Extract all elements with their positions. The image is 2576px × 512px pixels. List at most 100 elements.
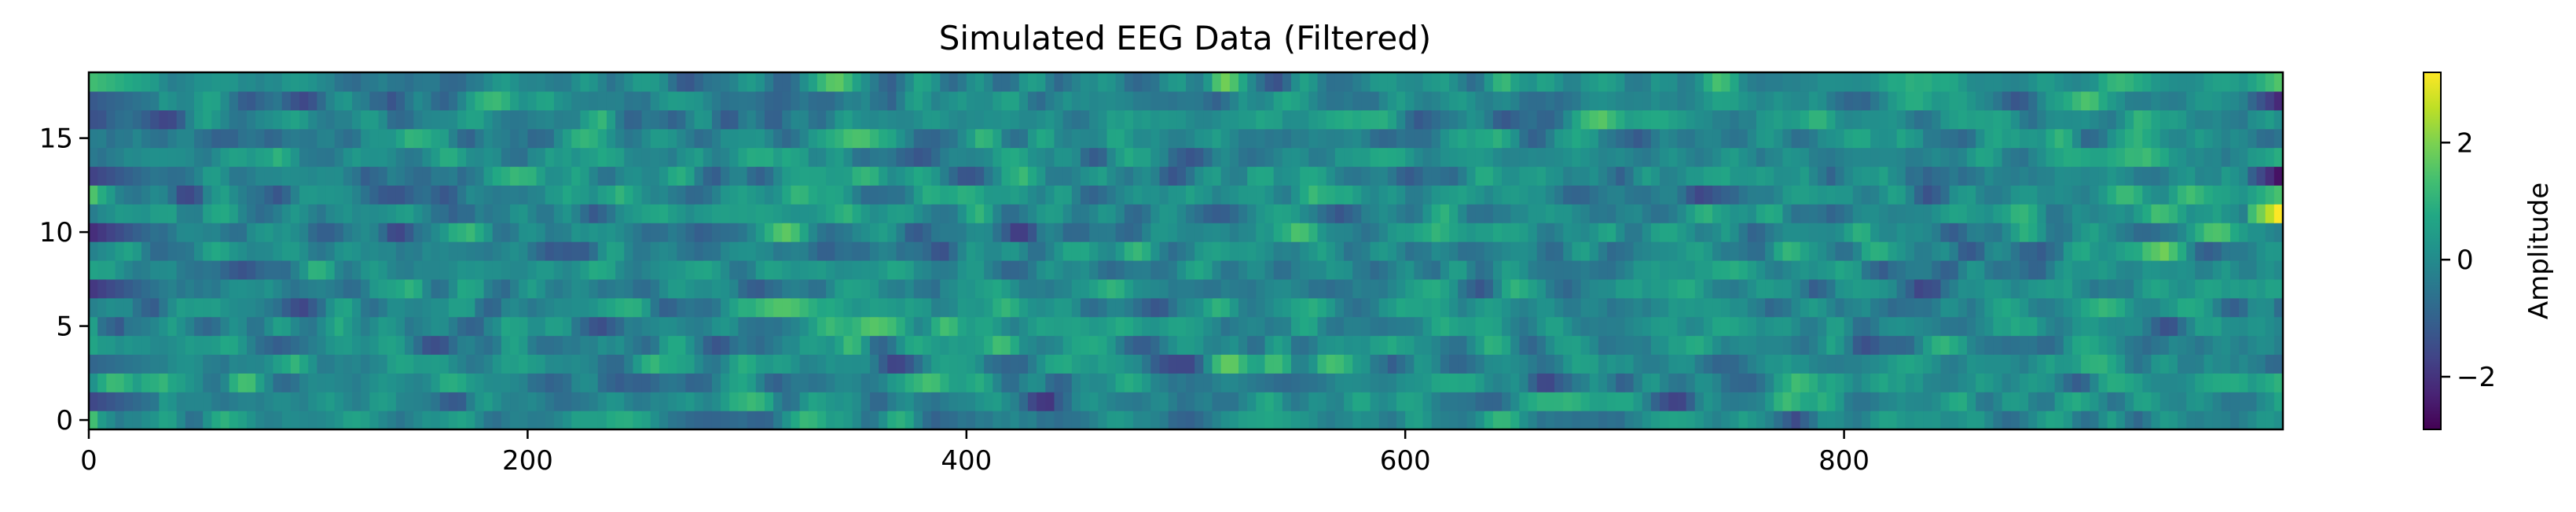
heatmap-cell <box>1712 72 1722 92</box>
heatmap-cell <box>1422 241 1433 261</box>
heatmap-cell <box>1782 260 1793 280</box>
heatmap-cell <box>791 109 801 130</box>
heatmap-cell <box>369 354 380 374</box>
heatmap-cell <box>2248 411 2258 430</box>
heatmap-cell <box>1747 147 1757 168</box>
heatmap-cell <box>1001 335 1011 355</box>
heatmap-cell <box>1730 72 1740 92</box>
heatmap-cell <box>1616 260 1625 280</box>
heatmap-cell <box>1062 411 1073 430</box>
heatmap-cell <box>966 204 976 223</box>
heatmap-cell <box>887 260 897 280</box>
heatmap-cell <box>1089 72 1099 92</box>
heatmap-cell <box>422 335 432 355</box>
heatmap-cell <box>1220 297 1231 318</box>
heatmap-cell <box>1132 297 1143 318</box>
heatmap-cell <box>211 223 222 242</box>
heatmap-cell <box>1756 278 1766 299</box>
heatmap-cell <box>325 204 336 223</box>
heatmap-cell <box>1344 223 1353 242</box>
heatmap-cell <box>2265 147 2275 168</box>
heatmap-cell <box>1774 185 1784 204</box>
heatmap-cell <box>185 297 195 318</box>
heatmap-cell <box>413 204 423 223</box>
heatmap-cell <box>703 90 713 111</box>
heatmap-cell <box>1932 260 1942 280</box>
heatmap-cell <box>334 260 344 280</box>
heatmap-cell <box>861 90 871 111</box>
heatmap-cell <box>361 373 370 392</box>
heatmap-cell <box>211 90 222 111</box>
heatmap-cell <box>2186 223 2196 242</box>
heatmap-cell <box>949 297 959 318</box>
heatmap-cell <box>2204 241 2214 261</box>
heatmap-cell <box>2212 260 2222 280</box>
heatmap-cell <box>1932 278 1942 299</box>
heatmap-cell <box>448 392 458 411</box>
heatmap-cell <box>1308 147 1319 168</box>
heatmap-cell <box>1765 166 1774 186</box>
heatmap-cell <box>1826 166 1837 186</box>
heatmap-cell <box>299 392 309 411</box>
heatmap-cell <box>361 297 370 318</box>
heatmap-cell <box>1861 166 1871 186</box>
heatmap-cell <box>483 241 494 261</box>
heatmap-cell <box>1712 223 1722 242</box>
heatmap-cell <box>448 90 458 111</box>
heatmap-cell <box>940 166 950 186</box>
heatmap-cell <box>2124 223 2134 242</box>
heatmap-cell <box>1712 185 1722 204</box>
heatmap-cell <box>1932 316 1942 337</box>
heatmap-cell <box>1993 223 2003 242</box>
heatmap-cell <box>1642 316 1652 337</box>
heatmap-cell <box>2265 241 2275 261</box>
heatmap-cell <box>1317 373 1327 392</box>
heatmap-cell <box>738 166 748 186</box>
heatmap-cell <box>325 166 336 186</box>
heatmap-cell <box>659 204 669 223</box>
heatmap-cell <box>2204 411 2214 430</box>
heatmap-cell <box>2081 185 2090 204</box>
heatmap-cell <box>606 411 616 430</box>
heatmap-cell <box>571 204 582 223</box>
heatmap-cell <box>1536 166 1547 186</box>
heatmap-cell <box>308 90 317 111</box>
heatmap-cell <box>2221 109 2231 130</box>
heatmap-cell <box>668 223 677 242</box>
heatmap-cell <box>89 335 98 355</box>
heatmap-cell <box>2142 204 2152 223</box>
heatmap-cell <box>1642 373 1652 392</box>
heatmap-cell <box>2168 223 2178 242</box>
heatmap-cell <box>1747 90 1757 111</box>
heatmap-cell <box>1861 128 1871 149</box>
heatmap-cell <box>668 241 677 261</box>
heatmap-cell <box>141 392 151 411</box>
heatmap-cell <box>1598 373 1608 392</box>
heatmap-cell <box>1984 90 1994 111</box>
heatmap-cell <box>1818 72 1827 92</box>
heatmap-cell <box>2115 223 2126 242</box>
heatmap-cell <box>1159 72 1169 92</box>
heatmap-cell <box>1616 185 1625 204</box>
heatmap-cell <box>2115 147 2126 168</box>
heatmap-cell <box>1703 223 1713 242</box>
heatmap-cell <box>580 297 590 318</box>
heatmap-cell <box>510 316 519 337</box>
heatmap-cell <box>1098 241 1108 261</box>
heatmap-cell <box>2046 335 2056 355</box>
heatmap-cell <box>2010 223 2020 242</box>
heatmap-cell <box>2239 185 2248 204</box>
heatmap-cell <box>597 109 607 130</box>
heatmap-cell <box>1747 316 1757 337</box>
heatmap-cell <box>782 373 792 392</box>
heatmap-cell <box>1405 373 1415 392</box>
heatmap-cell <box>475 335 485 355</box>
heatmap-cell <box>1300 316 1309 337</box>
heatmap-cell <box>1976 297 1985 318</box>
heatmap-cell <box>1431 316 1441 337</box>
heatmap-cell <box>1106 204 1117 223</box>
heatmap-cell <box>1765 260 1774 280</box>
heatmap-cell <box>2229 411 2240 430</box>
heatmap-cell <box>1387 72 1397 92</box>
heatmap-cell <box>1159 185 1169 204</box>
